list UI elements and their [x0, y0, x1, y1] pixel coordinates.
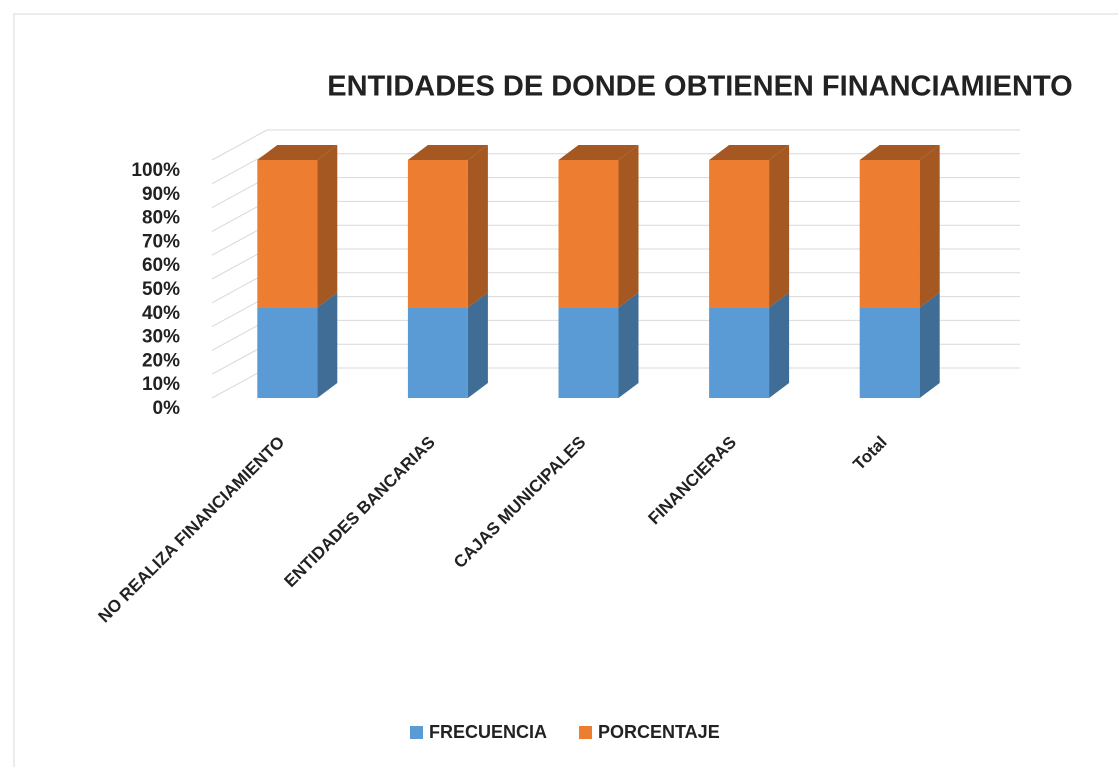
y-tick-label: 80%: [142, 208, 180, 229]
y-tick-label: 50%: [142, 279, 180, 300]
bar-segment-side: [618, 292, 639, 398]
y-tick-label: 90%: [142, 184, 180, 205]
bar-segment-side: [317, 145, 338, 308]
y-tick-label: 20%: [142, 350, 180, 371]
grid-line-side: [211, 129, 268, 161]
chart-title: ENTIDADES DE DONDE OBTIENEN FINANCIAMIEN…: [327, 71, 1072, 103]
bar-segment-side: [919, 145, 940, 308]
bar-segment-side: [919, 292, 940, 398]
y-tick-label: 100%: [131, 160, 180, 181]
bar-segment-side: [769, 145, 790, 308]
y-tick-label: 30%: [142, 327, 180, 348]
bar-segment: [859, 307, 920, 398]
bar-segment: [558, 160, 619, 308]
bar-top: [558, 145, 639, 160]
bar-segment-side: [467, 292, 488, 398]
bar-segment-side: [618, 145, 639, 308]
bar-segment: [859, 160, 920, 308]
y-tick-label: 40%: [142, 303, 180, 324]
bar-segment: [558, 307, 619, 398]
bar-segment: [407, 160, 468, 308]
legend: FRECUENCIA PORCENTAJE: [410, 722, 720, 742]
bar-segment: [407, 307, 468, 398]
bar-segment: [709, 160, 770, 308]
bar-segment-side: [317, 292, 338, 398]
bar-top: [257, 145, 338, 160]
bar-top: [407, 145, 488, 160]
bar-segment: [257, 160, 318, 308]
y-tick-label: 0%: [153, 398, 181, 419]
legend-swatch: [410, 726, 423, 739]
bar-segment-side: [467, 145, 488, 308]
y-tick-label: 60%: [142, 255, 180, 276]
bar-top: [709, 145, 790, 160]
y-tick-label: 70%: [142, 231, 180, 252]
y-tick-label: 10%: [142, 374, 180, 395]
bar-segment: [709, 307, 770, 398]
legend-label: FRECUENCIA: [429, 722, 547, 742]
legend-label: PORCENTAJE: [598, 722, 720, 742]
grid-line-side: [211, 153, 268, 185]
bar-top: [859, 145, 940, 160]
bar-segment: [257, 307, 318, 398]
legend-swatch: [579, 726, 593, 739]
bar-segment-side: [769, 292, 790, 398]
